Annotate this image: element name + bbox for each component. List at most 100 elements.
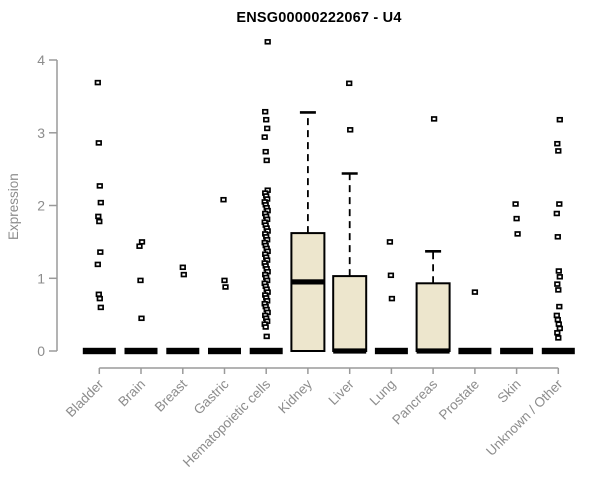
- outlier-point: [554, 140, 561, 147]
- outlier-point: [138, 315, 145, 322]
- x-tick-label: Breast: [152, 376, 190, 414]
- outlier-point: [222, 284, 229, 290]
- outlier-point: [387, 272, 395, 279]
- outlier-point: [388, 295, 396, 302]
- box-prostate: [458, 289, 492, 355]
- outlier-point: [514, 231, 521, 237]
- box-lung: [374, 239, 408, 355]
- collapsed-box: [166, 347, 200, 355]
- collapsed-box: [82, 347, 116, 355]
- outlier-point: [221, 277, 228, 284]
- outlier-point: [347, 127, 354, 133]
- chart-title: ENSG00000222067 - U4: [236, 10, 402, 26]
- outlier-point: [262, 148, 269, 155]
- outlier-point: [555, 335, 562, 341]
- outlier-point: [138, 239, 146, 245]
- outlier-point: [554, 234, 561, 240]
- outlier-point: [554, 316, 561, 323]
- x-tick-label: Prostate: [436, 377, 482, 423]
- x-tick-label: Unknown / Other: [483, 376, 566, 459]
- y-tick-label: 2: [37, 198, 45, 214]
- outlier-point: [555, 148, 562, 154]
- outlier-point: [264, 125, 271, 132]
- median-line: [416, 348, 450, 354]
- outlier-point: [430, 116, 438, 122]
- box-breast: [166, 264, 200, 355]
- outlier-point: [555, 287, 562, 293]
- outlier-point: [554, 281, 561, 287]
- outlier-point: [556, 201, 563, 207]
- y-tick-label: 0: [37, 343, 45, 359]
- collapsed-box: [124, 347, 158, 355]
- outlier-point: [346, 80, 353, 87]
- outlier-point: [386, 239, 394, 245]
- outlier-point: [96, 295, 103, 302]
- collapsed-box: [249, 347, 283, 355]
- outlier-point: [94, 261, 101, 268]
- median-line: [291, 279, 325, 285]
- outlier-point: [97, 249, 104, 255]
- box-skin: [500, 201, 534, 355]
- outlier-point: [220, 196, 227, 203]
- box-brain: [124, 239, 158, 355]
- box-gastric: [208, 196, 241, 355]
- outlier-point: [95, 213, 102, 220]
- outlier-point: [263, 116, 270, 123]
- outlier-point: [96, 183, 103, 189]
- outlier-point: [556, 274, 563, 280]
- x-tick-label: Liver: [326, 376, 358, 408]
- x-tick-label: Gastric: [191, 376, 232, 417]
- outlier-point: [97, 304, 104, 311]
- box-body: [290, 232, 326, 353]
- outlier-point: [555, 268, 562, 274]
- box-body: [332, 275, 368, 353]
- collapsed-box: [541, 347, 575, 355]
- collapsed-box: [500, 347, 534, 355]
- outlier-point: [264, 39, 271, 45]
- outlier-point: [512, 201, 519, 207]
- outlier-point: [471, 289, 479, 295]
- x-tick-label: Brain: [115, 377, 148, 410]
- outlier-point: [179, 264, 186, 271]
- outlier-point: [95, 291, 102, 298]
- outlier-point: [553, 312, 560, 319]
- x-tick-label: Pancreas: [389, 376, 440, 427]
- x-tick-label: Lung: [367, 377, 399, 409]
- collapsed-box: [208, 347, 241, 355]
- outlier-point: [262, 108, 269, 115]
- x-tick-label: Skin: [495, 377, 524, 406]
- outlier-point: [97, 199, 104, 206]
- box-body: [415, 282, 451, 352]
- x-tick-label: Kidney: [275, 376, 315, 416]
- outlier-point: [556, 116, 563, 123]
- median-line: [333, 348, 367, 354]
- outlier-point: [136, 243, 143, 249]
- outlier-point: [513, 215, 520, 222]
- collapsed-box: [374, 347, 408, 355]
- outlier-point: [556, 325, 563, 332]
- box-unknown-other: [541, 116, 575, 355]
- y-tick-label: 4: [37, 52, 45, 68]
- box-bladder: [82, 79, 116, 355]
- outlier-point: [553, 210, 560, 217]
- outlier-point: [96, 218, 103, 225]
- outlier-point: [180, 271, 187, 278]
- box-liver: [332, 80, 368, 354]
- outlier-point: [263, 157, 270, 164]
- outlier-point: [95, 140, 102, 146]
- y-tick-label: 1: [37, 270, 45, 286]
- outlier-point: [555, 321, 562, 327]
- box-hematopoietic-cells: [249, 39, 283, 355]
- outlier-point: [94, 79, 101, 86]
- outlier-point: [262, 324, 269, 330]
- outlier-point: [137, 277, 144, 284]
- collapsed-box: [458, 347, 492, 355]
- x-tick-label: Bladder: [63, 376, 107, 420]
- outlier-point: [261, 134, 268, 140]
- y-axis: 0 1 2 3 4: [37, 52, 58, 359]
- outlier-point: [554, 330, 561, 336]
- box-kidney: [290, 111, 326, 353]
